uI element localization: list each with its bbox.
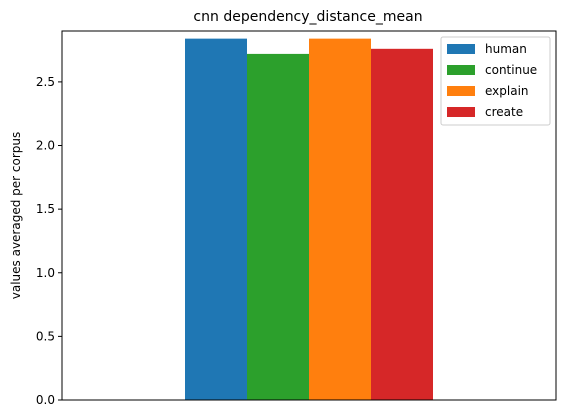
legend-swatch-human xyxy=(447,44,475,54)
y-tick-label: 0.0 xyxy=(36,393,55,407)
bar-explain xyxy=(309,38,371,400)
legend-swatch-continue xyxy=(447,65,475,75)
plot-frame xyxy=(61,30,557,401)
y-tick-label: 1.0 xyxy=(36,266,55,280)
legend-label-human: human xyxy=(485,42,527,56)
bar-human xyxy=(185,38,247,400)
y-tick-label: 0.5 xyxy=(36,329,55,343)
legend-swatch-explain xyxy=(447,86,475,96)
y-tick-label: 1.5 xyxy=(36,202,55,216)
chart-title: cnn dependency_distance_mean xyxy=(193,9,422,25)
y-axis-label: values averaged per corpus xyxy=(9,132,23,300)
bars-group xyxy=(185,38,433,401)
bar-continue xyxy=(247,53,309,401)
y-tick-label: 2.0 xyxy=(36,139,55,153)
legend-label-continue: continue xyxy=(485,63,537,77)
y-tick-label: 2.5 xyxy=(36,75,55,89)
legend-label-create: create xyxy=(485,105,523,119)
y-axis: 0.0 0.5 1.0 1.5 2.0 2.5 xyxy=(36,75,62,407)
legend-swatch-create xyxy=(447,107,475,117)
legend: human continue explain create xyxy=(440,36,551,126)
legend-label-explain: explain xyxy=(485,84,529,98)
bar-create xyxy=(371,48,433,401)
legend-box xyxy=(440,36,551,126)
